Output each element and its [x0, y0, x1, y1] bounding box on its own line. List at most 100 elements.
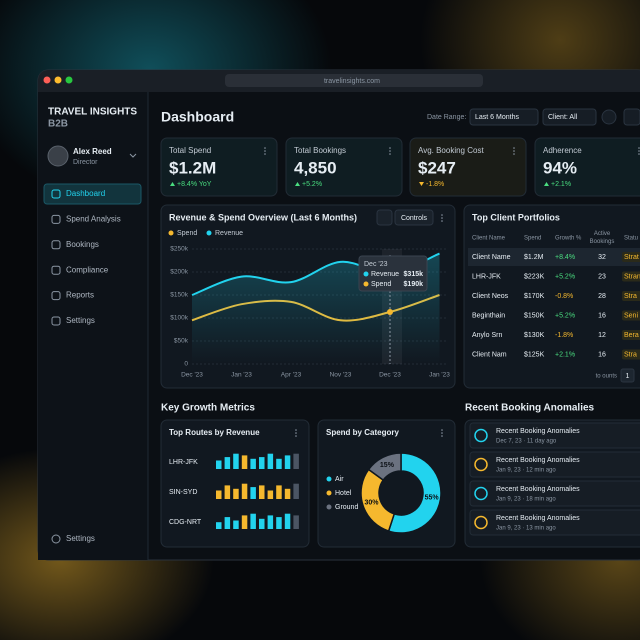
legend-label: Hotel [335, 490, 352, 497]
kpi-label: Total Spend [169, 146, 211, 155]
menu-dot[interactable] [441, 220, 443, 222]
nav-footer[interactable]: Settings [66, 534, 95, 543]
table-cell: +5.2% [555, 312, 575, 319]
route-bar [224, 517, 231, 529]
y-tick-label: 0 [184, 361, 188, 368]
nav-item[interactable]: Bookings [66, 240, 99, 249]
menu-dot[interactable] [513, 150, 515, 152]
menu-dot[interactable] [441, 435, 443, 437]
menu-dot[interactable] [295, 432, 297, 434]
nav-item[interactable]: Reports [66, 291, 94, 300]
menu-dot[interactable] [441, 429, 443, 431]
row-highlight[interactable] [468, 248, 640, 266]
hover-point [387, 309, 393, 316]
table-cell: -0.8% [555, 293, 573, 300]
menu-dot[interactable] [389, 150, 391, 152]
menu-dot[interactable] [441, 214, 443, 216]
menu-dot[interactable] [441, 217, 443, 219]
section-title: Recent Booking Anomalies [465, 403, 595, 414]
anomaly-time: Jan 9, 23 · 18 min ago [496, 497, 556, 503]
x-tick-label: Jan '23 [429, 372, 450, 379]
anomaly-item[interactable] [469, 509, 640, 536]
table-cell: 12 [598, 332, 606, 339]
table-cell: LHR-JFK [472, 273, 501, 280]
menu-dot[interactable] [389, 147, 391, 149]
column-header: Active Bookings [590, 231, 615, 245]
card-title: Top Routes by Revenue [169, 428, 260, 437]
anomaly-icon [474, 486, 488, 501]
menu-dot[interactable] [638, 153, 640, 155]
controls-button[interactable] [394, 209, 434, 226]
anomaly-title: Recent Booking Anomalies [496, 457, 580, 464]
url: travelinsights.com [324, 78, 380, 85]
menu-dot[interactable] [638, 150, 640, 152]
kpi-label: Adherence [543, 146, 582, 155]
minimize-button[interactable] [54, 76, 62, 84]
menu-dot[interactable] [295, 435, 297, 437]
route-bar [293, 453, 299, 469]
status-badge [622, 330, 640, 340]
table-cell: Beginthain [472, 312, 505, 319]
nav-item[interactable]: Settings [66, 316, 95, 325]
info-button[interactable] [601, 109, 617, 125]
kpi-value: $1.2M [169, 158, 216, 177]
table-cell: Client Nam [472, 351, 507, 358]
menu-dot[interactable] [441, 432, 443, 434]
menu-dot[interactable] [264, 150, 266, 152]
client-select[interactable] [542, 108, 597, 126]
route-bar [241, 515, 248, 529]
anomaly-item[interactable] [469, 480, 640, 507]
page-button[interactable] [620, 368, 635, 383]
menu-dot[interactable] [638, 147, 640, 149]
route-bar [250, 458, 256, 469]
nav-item[interactable]: Dashboard [66, 189, 105, 198]
kpi-label: Total Bookings [294, 146, 346, 155]
table-cell: -1.8% [555, 332, 573, 339]
status-badge [622, 310, 640, 321]
table-cell: Client Neos [472, 293, 509, 300]
kpi-value: $247 [418, 158, 456, 177]
route-bar [216, 490, 222, 499]
legend-swatch [326, 504, 332, 510]
route-bar [224, 485, 231, 499]
table-cell: $170K [524, 293, 545, 300]
menu-dot[interactable] [513, 147, 515, 149]
date-label: Date Range: [427, 114, 466, 121]
tooltip-swatch [363, 271, 369, 277]
close-button[interactable] [43, 76, 51, 84]
column-header: Client Name [472, 236, 506, 242]
status-badge [622, 291, 640, 301]
user-name: Alex Reed [73, 147, 112, 156]
filter-button[interactable] [623, 108, 640, 126]
brand: TRAVEL INSIGHTS [48, 107, 137, 118]
legend-label: Spend [177, 230, 197, 237]
kpi-change: -1.8% [426, 181, 444, 188]
anomaly-item[interactable] [469, 451, 640, 478]
user-menu-chevron[interactable] [129, 153, 137, 158]
menu-dot[interactable] [513, 153, 515, 155]
nav-active[interactable] [43, 183, 142, 205]
column-header: Growth % [555, 236, 582, 242]
menu-dot[interactable] [389, 153, 391, 155]
table-cell: 28 [598, 293, 606, 300]
table-cell: Stra [624, 351, 637, 358]
date-select[interactable] [469, 108, 539, 126]
menu-dot[interactable] [295, 429, 297, 431]
anomaly-icon [474, 457, 488, 472]
table-cell: $223K [524, 273, 545, 280]
anomaly-item[interactable] [469, 422, 640, 449]
donut-slice [387, 452, 442, 534]
nav-item[interactable]: Spend Analysis [66, 215, 121, 224]
nav-item[interactable]: Compliance [66, 265, 109, 274]
status-badge [622, 349, 640, 360]
anomaly-icon [474, 428, 488, 443]
sidebar [38, 92, 148, 560]
menu-dot[interactable] [264, 147, 266, 149]
settings-icon [51, 534, 61, 544]
date-value: Last 6 Months [475, 114, 519, 121]
url-bar[interactable] [225, 74, 483, 87]
edit-button[interactable] [376, 209, 393, 226]
menu-dot[interactable] [264, 153, 266, 155]
zoom-button[interactable] [65, 76, 73, 84]
route-bar [241, 483, 248, 499]
